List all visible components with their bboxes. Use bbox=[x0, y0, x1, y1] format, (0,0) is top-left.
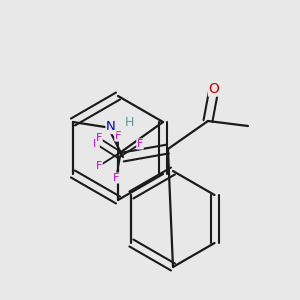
Text: F: F bbox=[93, 139, 99, 149]
Text: F: F bbox=[115, 131, 121, 141]
Text: H: H bbox=[124, 116, 134, 128]
Text: F: F bbox=[96, 161, 102, 171]
Text: F: F bbox=[137, 139, 143, 149]
Text: O: O bbox=[208, 82, 219, 96]
Text: F: F bbox=[96, 133, 102, 143]
Text: N: N bbox=[106, 121, 116, 134]
Text: F: F bbox=[113, 173, 119, 183]
